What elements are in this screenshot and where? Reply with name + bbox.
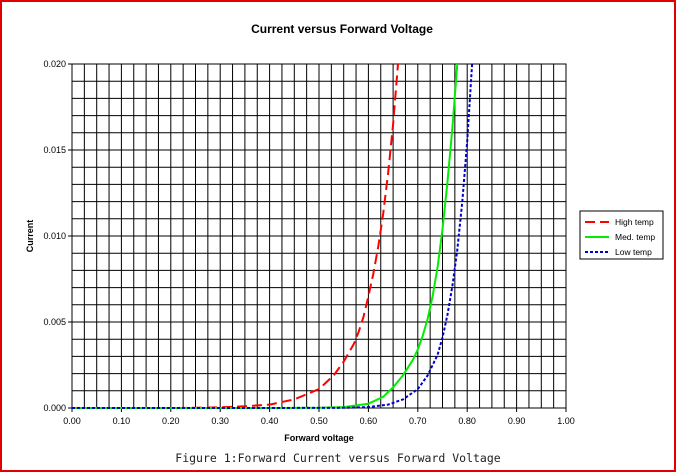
y-tick-label: 0.005 (43, 317, 66, 327)
grid (71, 63, 567, 409)
legend-label: High temp (615, 217, 654, 227)
y-tick-label: 0.020 (43, 59, 66, 69)
x-tick-label: 0.90 (508, 416, 526, 426)
x-tick-label: 1.00 (557, 416, 575, 426)
y-axis-label: Current (25, 220, 35, 253)
legend: High temp Med. temp Low temp (579, 210, 664, 260)
y-tick-label: 0.010 (43, 231, 66, 241)
series-lines (72, 63, 474, 409)
x-tick-label: 0.50 (310, 416, 328, 426)
chart-title: Current versus Forward Voltage (251, 22, 433, 36)
series-line-high-temp (72, 63, 399, 409)
x-tick-label: 0.80 (458, 416, 476, 426)
x-tick-label: 0.60 (360, 416, 378, 426)
legend-label: Med. temp (615, 232, 655, 242)
x-tick-label: 0.30 (211, 416, 229, 426)
x-tick-label: 0.10 (113, 416, 131, 426)
legend-label: Low temp (615, 247, 652, 257)
legend-box (579, 210, 664, 260)
x-tick-label: 0.70 (409, 416, 427, 426)
y-tick-label: 0.000 (43, 403, 66, 413)
x-tick-label: 0.20 (162, 416, 180, 426)
y-tick-label: 0.015 (43, 145, 66, 155)
x-axis-label: Forward voltage (284, 433, 354, 443)
x-tick-label: 0.40 (261, 416, 279, 426)
line-chart: Current versus Forward Voltage 0.00 0.10 0… (25, 22, 664, 443)
series-line-low-temp (72, 63, 474, 409)
axis-ticks: 0.00 0.10 0.20 0.30 0.40 0.50 0.60 0.70 0.80 0.90… (43, 59, 574, 426)
figure-caption: Figure 1:Forward Current versus Forward … (175, 451, 501, 465)
x-tick-label: 0.00 (63, 416, 81, 426)
